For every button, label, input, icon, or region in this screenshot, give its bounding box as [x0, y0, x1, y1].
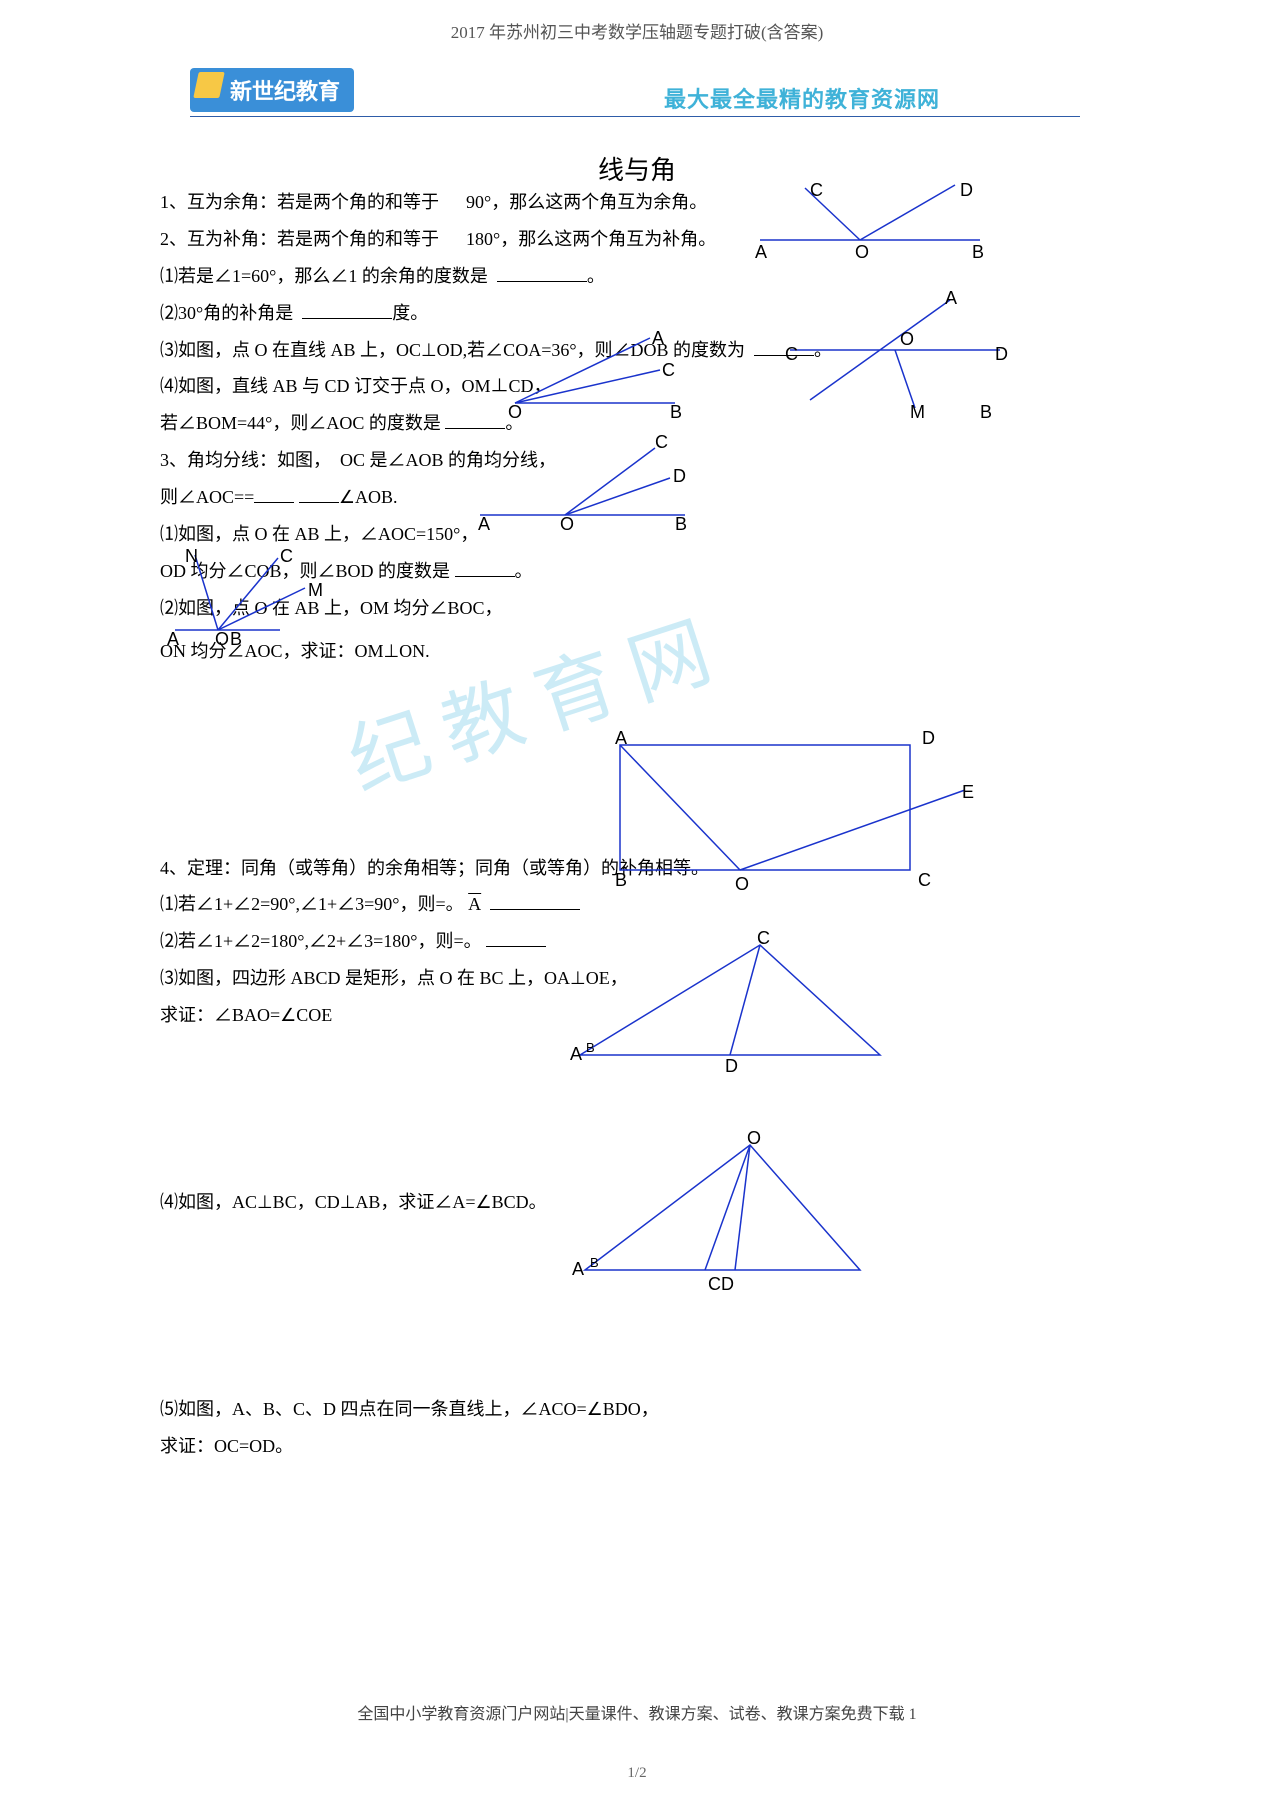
text: ⑴若∠1+∠2=90°,∠1+∠3=90°，则=。: [160, 894, 464, 914]
label-a: A: [755, 242, 767, 260]
blank: [486, 929, 546, 947]
label-c: C: [662, 360, 675, 380]
label-a: A: [572, 1259, 584, 1279]
text: 度。: [392, 303, 428, 323]
label-a: A: [167, 629, 179, 649]
label-b: B: [675, 514, 687, 530]
label-a: A: [652, 328, 664, 348]
blank: [490, 892, 580, 910]
text: A: [468, 894, 481, 914]
text: 则∠AOC==: [160, 487, 254, 507]
logo-row: 新世纪教育 最大最全最精的教育资源网: [190, 68, 1080, 117]
label-d: D: [995, 344, 1008, 364]
label-o: O: [747, 1130, 761, 1148]
label-c: C: [280, 546, 293, 566]
figure-6: A D B C O E: [600, 730, 980, 900]
text: 求证：OC=OD。: [160, 1428, 1120, 1465]
label-o: O: [735, 874, 749, 894]
text: 180°，那么这两个角互为补角。: [466, 229, 716, 249]
label-c: C: [810, 180, 823, 200]
blank: [445, 411, 505, 429]
label-m: M: [910, 402, 925, 420]
label-o: O: [855, 242, 869, 260]
label-o: O: [900, 329, 914, 349]
label-a: A: [478, 514, 490, 530]
figure-7: A B C D: [560, 930, 900, 1080]
text: 若∠BOM=44°，则∠AOC 的度数是: [160, 413, 441, 433]
text: ∠AOB.: [339, 487, 398, 507]
label-m: M: [308, 580, 323, 600]
label-a: A: [945, 290, 957, 308]
label-c: C: [655, 432, 668, 452]
label-c: C: [918, 870, 931, 890]
text: 3、角均分线：如图，: [160, 450, 331, 470]
figure-5: A O B N C M: [160, 540, 350, 650]
label-b: B: [590, 1255, 599, 1270]
footer: 全国中小学教育资源门户网站|天量课件、教课方案、试卷、教课方案免费下载 1: [0, 1700, 1274, 1724]
label-o: O: [215, 629, 229, 649]
figure-8: A B O CD: [560, 1130, 880, 1300]
doc-title: 线与角: [0, 150, 1274, 187]
blank: [455, 559, 515, 577]
logo: 新世纪教育: [190, 68, 354, 112]
blank: [497, 264, 587, 282]
label-d: D: [673, 466, 686, 486]
text: 2、互为补角：若是两个角的和等于: [160, 229, 439, 249]
text: ⑵30°角的补角是: [160, 303, 293, 323]
label-n: N: [185, 546, 198, 566]
tagline: 最大最全最精的教育资源网: [664, 82, 940, 114]
label-d: D: [922, 730, 935, 748]
label-b: B: [615, 870, 627, 890]
figure-4: A O B C D: [470, 430, 700, 530]
label-a: A: [615, 730, 627, 748]
label-b: B: [670, 402, 682, 418]
text: ⑴若是∠1=60°，那么∠1 的余角的度数是: [160, 266, 488, 286]
text: ⑵若∠1+∠2=180°,∠2+∠3=180°，则=。: [160, 931, 482, 951]
text: 1、互为余角：若是两个角的和等于: [160, 192, 439, 212]
label-a: A: [570, 1044, 582, 1064]
blank: [299, 485, 339, 503]
label-d: D: [725, 1056, 738, 1076]
label-cd: CD: [708, 1274, 734, 1294]
label-b: B: [972, 242, 984, 260]
figure-3: O B A C: [500, 328, 690, 418]
page-number: 1/2: [0, 1765, 1274, 1782]
blank: [302, 301, 392, 319]
label-b: B: [980, 402, 992, 420]
text: 。: [587, 266, 605, 286]
label-b: B: [586, 1040, 595, 1055]
blank: [254, 485, 294, 503]
label-c: C: [757, 930, 770, 948]
figure-1: A O B C D: [750, 180, 1000, 260]
text: 。: [515, 561, 533, 581]
label-e: E: [962, 782, 974, 802]
label-c: C: [785, 344, 798, 364]
text: ⑸如图，A、B、C、D 四点在同一条直线上，∠ACO=∠BDO，: [160, 1391, 1120, 1428]
label-o: O: [560, 514, 574, 530]
figure-2: A O C D M B: [780, 290, 1010, 420]
label-d: D: [960, 180, 973, 200]
page-header: 2017 年苏州初三中考数学压轴题专题打破(含答案): [0, 0, 1274, 43]
label-b: B: [230, 629, 242, 649]
label-o: O: [508, 402, 522, 418]
text: 90°，那么这两个角互为余角。: [466, 192, 707, 212]
